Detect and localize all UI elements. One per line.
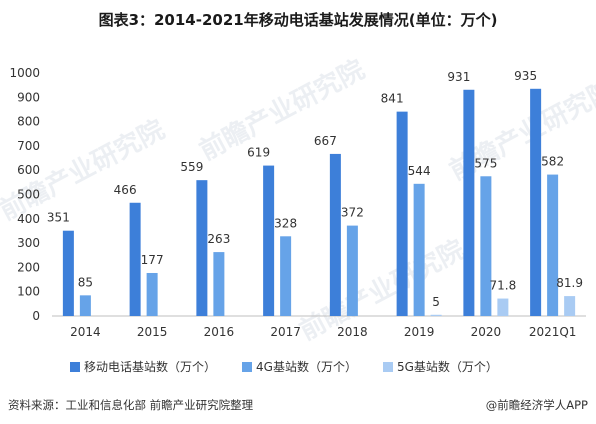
- legend: 移动电话基站数（万个） 4G基站数（万个） 5G基站数（万个）: [70, 358, 498, 375]
- legend-item-4g-stations: 4G基站数（万个）: [242, 358, 357, 375]
- bar-chart: 0 100 200 300 400 500 600 700 800 900 1000 2014 2015…: [9, 66, 586, 339]
- bar-mobile: [396, 111, 408, 317]
- x-tick-label: 2018: [337, 325, 368, 339]
- y-tick-label: 300: [17, 236, 40, 250]
- data-label: 559: [180, 160, 203, 174]
- bar-mobile: [329, 153, 341, 316]
- bar-5g: [497, 298, 509, 316]
- data-label: 544: [408, 164, 431, 178]
- bar-mobile: [196, 180, 208, 316]
- legend-label: 4G基站数（万个）: [256, 360, 357, 374]
- bar-mobile: [530, 88, 542, 316]
- data-label: 619: [247, 146, 270, 160]
- data-label: 71.8: [490, 279, 517, 293]
- bar-5g: [430, 314, 442, 316]
- data-label: 931: [447, 70, 470, 84]
- bar-mobile: [62, 230, 74, 316]
- x-tick-label: 2016: [204, 325, 235, 339]
- legend-label: 5G基站数（万个）: [396, 360, 498, 374]
- y-tick-label: 500: [17, 188, 40, 202]
- data-label: 935: [514, 69, 537, 83]
- data-label: 466: [114, 183, 137, 197]
- source-note: 资料来源：工业和信息化部 前瞻产业研究院整理: [8, 398, 254, 412]
- legend-label: 移动电话基站数（万个）: [84, 360, 217, 374]
- x-tick-label: 2015: [137, 325, 168, 339]
- bar-4g: [213, 252, 225, 316]
- bar-4g: [547, 174, 559, 316]
- y-tick-label: 1000: [9, 66, 40, 80]
- y-tick-label: 600: [17, 163, 40, 177]
- data-label: 85: [78, 275, 93, 289]
- y-tick-label: 700: [17, 139, 40, 153]
- bar-4g: [413, 183, 425, 316]
- data-label: 177: [141, 253, 164, 267]
- bar-mobile: [129, 202, 141, 316]
- bar-4g: [146, 272, 158, 316]
- data-label: 372: [341, 206, 364, 220]
- y-tick-label: 900: [17, 90, 40, 104]
- legend-item-mobile-stations: 移动电话基站数（万个）: [70, 358, 216, 375]
- legend-swatch: [242, 361, 253, 372]
- data-label: 575: [474, 156, 497, 170]
- y-tick-label: 400: [17, 212, 40, 226]
- data-label: 351: [47, 211, 70, 225]
- brand-credit: @前瞻经济学人APP: [485, 398, 588, 412]
- x-tick-label: 2020: [471, 325, 502, 339]
- data-label: 81.9: [556, 276, 583, 290]
- bar-5g: [564, 296, 576, 316]
- data-label: 263: [207, 232, 230, 246]
- bar-mobile: [263, 165, 275, 316]
- data-label: 5: [432, 295, 440, 309]
- y-tick-label: 200: [17, 260, 40, 274]
- bar-4g: [280, 236, 292, 316]
- data-label: 328: [274, 216, 297, 230]
- x-tick-label: 2014: [70, 325, 101, 339]
- y-tick-label: 800: [17, 115, 40, 129]
- bar-4g: [79, 295, 91, 316]
- legend-swatch: [382, 361, 393, 372]
- data-label: 667: [314, 134, 337, 148]
- bar-4g: [480, 176, 492, 316]
- y-tick-label: 0: [32, 309, 40, 323]
- legend-swatch: [70, 361, 80, 372]
- data-label: 841: [381, 92, 404, 106]
- data-label: 582: [541, 155, 564, 169]
- x-tick-label: 2019: [404, 325, 435, 339]
- x-tick-label: 2021Q1: [529, 325, 577, 339]
- bar-4g: [346, 225, 358, 316]
- legend-item-5g-stations: 5G基站数（万个）: [382, 358, 498, 375]
- x-tick-label: 2017: [270, 325, 301, 339]
- chart-title: 图表3：2014-2021年移动电话基站发展情况(单位：万个): [98, 11, 498, 29]
- y-tick-label: 100: [17, 285, 40, 299]
- bar-mobile: [463, 89, 475, 316]
